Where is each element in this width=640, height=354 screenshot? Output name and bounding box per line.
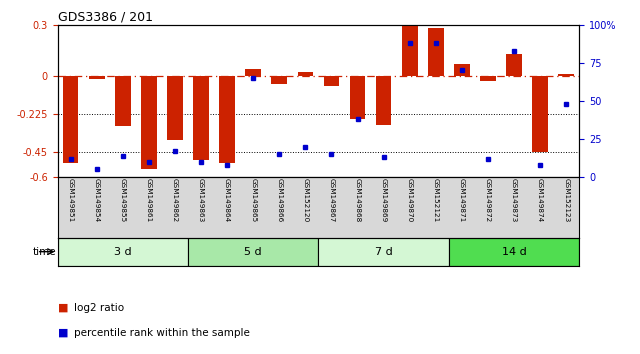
Bar [245,69,261,75]
Text: percentile rank within the sample: percentile rank within the sample [74,328,250,338]
Text: 7 d: 7 d [375,247,392,257]
Text: GSM149867: GSM149867 [328,178,335,222]
Bar [376,75,392,125]
Text: GSM149862: GSM149862 [172,178,178,222]
Text: GSM149854: GSM149854 [93,178,100,222]
Bar [63,75,79,164]
Bar [220,75,235,164]
Bar [449,238,579,266]
Text: log2 ratio: log2 ratio [74,303,124,313]
Text: GSM149874: GSM149874 [537,178,543,222]
Text: GSM149871: GSM149871 [459,178,465,222]
Text: GDS3386 / 201: GDS3386 / 201 [58,11,152,24]
Text: GSM149861: GSM149861 [146,178,152,222]
Bar [506,53,522,75]
Bar [115,75,131,126]
Text: GSM152121: GSM152121 [433,178,439,222]
Bar [402,25,417,75]
Text: GSM152123: GSM152123 [563,178,569,222]
Bar [324,75,339,86]
Bar [319,238,449,266]
Text: GSM149872: GSM149872 [485,178,491,222]
Text: GSM149851: GSM149851 [68,178,74,222]
Bar [167,75,183,140]
Text: GSM152120: GSM152120 [302,178,308,222]
Bar [532,75,548,152]
Text: 3 d: 3 d [114,247,132,257]
Bar [298,72,313,75]
Text: GSM149864: GSM149864 [224,178,230,222]
Text: GSM149866: GSM149866 [276,178,282,222]
Text: 14 d: 14 d [502,247,526,257]
Bar [188,238,319,266]
Text: time: time [33,247,56,257]
Bar [480,75,496,81]
Text: GSM149870: GSM149870 [406,178,413,222]
Bar [141,75,157,169]
Bar [271,75,287,84]
Text: GSM149855: GSM149855 [120,178,126,222]
Bar [428,28,444,75]
Text: GSM149865: GSM149865 [250,178,256,222]
Bar [454,64,470,75]
Bar [349,75,365,119]
Bar [58,238,188,266]
Text: GSM149863: GSM149863 [198,178,204,222]
Text: ■: ■ [58,303,68,313]
Bar [558,74,574,75]
Text: GSM149868: GSM149868 [355,178,360,222]
Text: GSM149873: GSM149873 [511,178,517,222]
Text: ■: ■ [58,328,68,338]
Bar [193,75,209,160]
Bar [89,75,104,79]
Text: GSM149869: GSM149869 [381,178,387,222]
Text: 5 d: 5 d [244,247,262,257]
